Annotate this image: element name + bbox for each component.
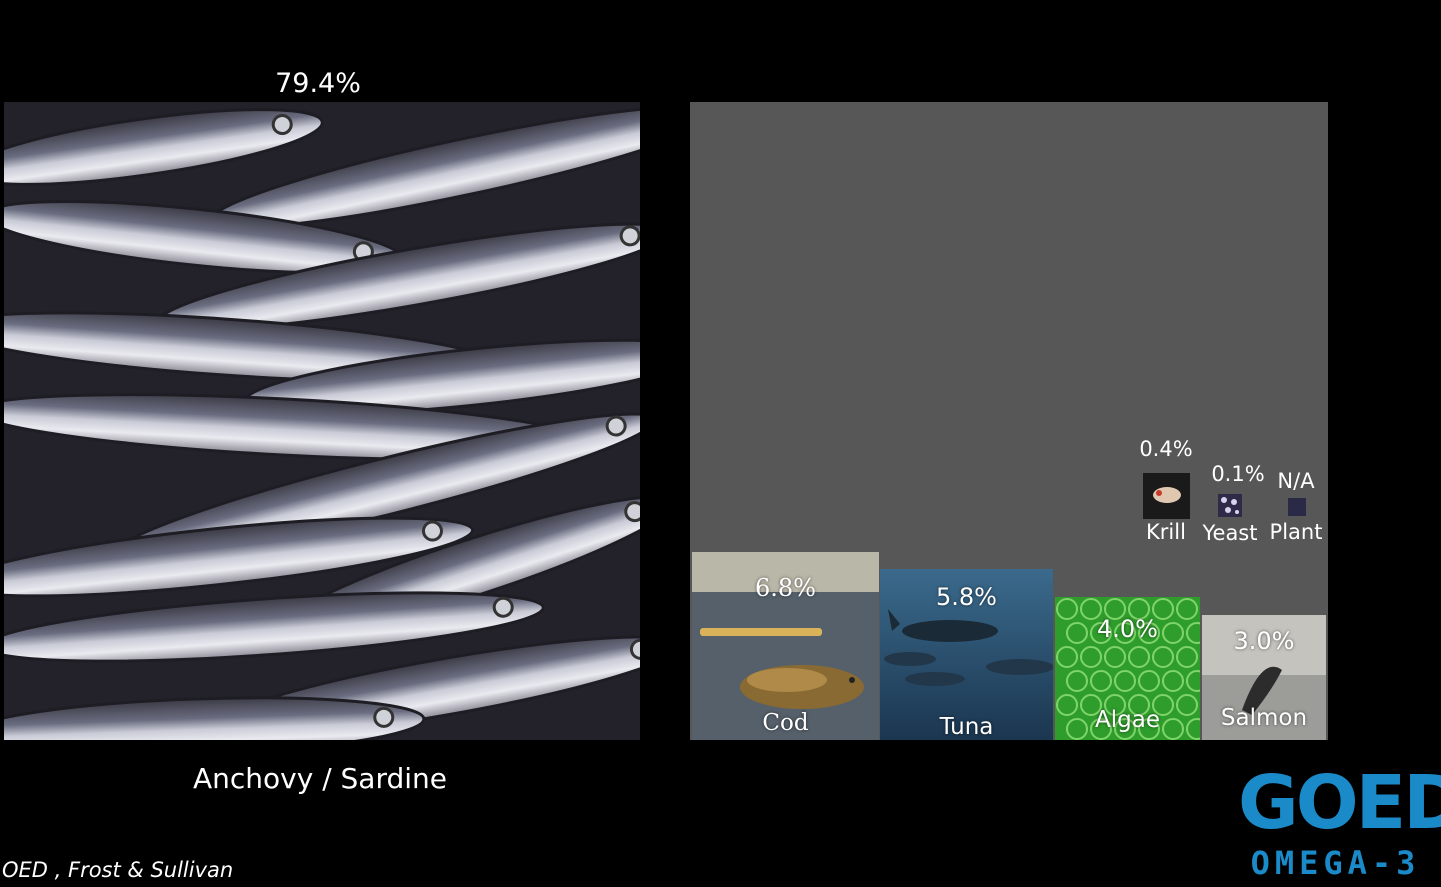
- logo-subtitle: OMEGA-3: [1250, 844, 1421, 882]
- logo-wordmark: GOED: [1238, 760, 1441, 846]
- yeast-percent: 0.1%: [1211, 462, 1265, 486]
- salmon-percent: 3.0%: [1233, 627, 1295, 655]
- tuna-label: Tuna: [939, 714, 994, 740]
- krill-percent: 0.4%: [1139, 437, 1193, 461]
- yeast-label: Yeast: [1202, 521, 1258, 545]
- algae-percent: 4.0%: [1097, 615, 1158, 643]
- tile-cod: 6.8% Cod: [692, 552, 879, 740]
- anchovy-label: Anchovy / Sardine: [192, 762, 448, 795]
- anchovy-percent: 79.4%: [275, 68, 361, 99]
- tile-salmon: 3.0% Salmon: [1202, 615, 1326, 740]
- anchovy-sardine-image: [4, 102, 640, 740]
- cod-percent: 6.8%: [755, 574, 816, 602]
- goed-logo: GOED OMEGA-3: [1238, 760, 1441, 884]
- source-note: OED , Frost & Sullivan: [2, 858, 234, 882]
- krill-label: Krill: [1146, 520, 1186, 544]
- tuna-percent: 5.8%: [936, 583, 997, 611]
- algae-label: Algae: [1095, 707, 1160, 733]
- other-sources-panel: 6.8% Cod 5.8% Tuna 4.0% Algae: [690, 102, 1328, 740]
- cod-label: Cod: [762, 710, 809, 736]
- algae-picture: [1055, 597, 1200, 740]
- plant-label: Plant: [1269, 520, 1323, 544]
- salmon-picture: [1202, 615, 1326, 740]
- salmon-label: Salmon: [1220, 705, 1308, 731]
- cod-picture: [692, 552, 879, 740]
- plant-picture: [1288, 498, 1306, 516]
- tile-algae: 4.0% Algae: [1055, 597, 1200, 740]
- tuna-picture: [880, 569, 1053, 740]
- krill-picture: [1143, 473, 1190, 519]
- yeast-picture: [1218, 494, 1242, 517]
- tile-tuna: 5.8% Tuna: [880, 569, 1053, 740]
- plant-percent: N/A: [1277, 469, 1315, 493]
